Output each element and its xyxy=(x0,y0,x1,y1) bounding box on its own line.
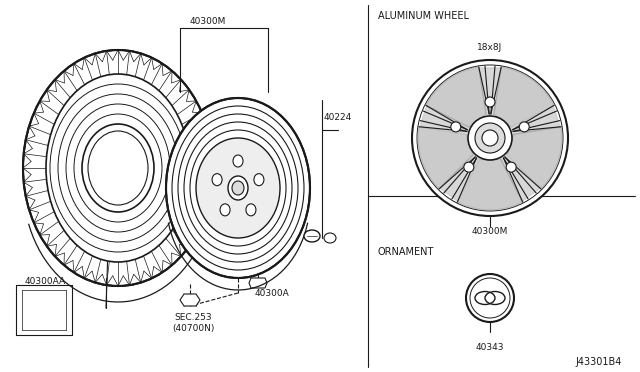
Ellipse shape xyxy=(482,130,498,146)
Polygon shape xyxy=(511,106,560,134)
Polygon shape xyxy=(420,106,468,134)
Text: J43301B4: J43301B4 xyxy=(575,357,622,367)
Text: 40343: 40343 xyxy=(476,343,504,353)
Ellipse shape xyxy=(196,138,280,238)
Ellipse shape xyxy=(220,204,230,216)
Ellipse shape xyxy=(82,124,154,212)
Ellipse shape xyxy=(166,98,310,278)
Polygon shape xyxy=(507,127,562,189)
Ellipse shape xyxy=(485,97,495,107)
Polygon shape xyxy=(426,67,486,127)
Ellipse shape xyxy=(212,174,222,186)
Text: 40224: 40224 xyxy=(324,113,352,122)
Ellipse shape xyxy=(23,50,213,286)
Polygon shape xyxy=(249,278,267,288)
Ellipse shape xyxy=(304,230,320,242)
Ellipse shape xyxy=(475,123,505,153)
Ellipse shape xyxy=(324,233,336,243)
Ellipse shape xyxy=(228,176,248,200)
Text: ALUMINUM WHEEL: ALUMINUM WHEEL xyxy=(378,11,469,21)
Polygon shape xyxy=(479,68,501,114)
Polygon shape xyxy=(440,155,479,201)
Polygon shape xyxy=(493,67,554,127)
Ellipse shape xyxy=(468,116,512,160)
Polygon shape xyxy=(458,159,523,210)
Ellipse shape xyxy=(412,60,568,216)
Ellipse shape xyxy=(246,204,256,216)
Ellipse shape xyxy=(254,174,264,186)
Ellipse shape xyxy=(451,122,461,132)
Text: SEC.253: SEC.253 xyxy=(174,314,212,323)
Polygon shape xyxy=(180,294,200,306)
Polygon shape xyxy=(418,127,473,189)
Text: (40700N): (40700N) xyxy=(172,324,214,333)
Ellipse shape xyxy=(519,122,529,132)
Text: 40312: 40312 xyxy=(93,247,122,257)
Ellipse shape xyxy=(46,74,190,262)
Ellipse shape xyxy=(232,181,244,195)
Text: 40300AA: 40300AA xyxy=(24,278,65,286)
Ellipse shape xyxy=(464,162,474,172)
Ellipse shape xyxy=(233,155,243,167)
Ellipse shape xyxy=(466,274,514,322)
Text: 40300A: 40300A xyxy=(255,289,289,298)
Text: 18x8J: 18x8J xyxy=(477,44,502,52)
Text: 40300M: 40300M xyxy=(190,17,226,26)
Polygon shape xyxy=(501,155,540,201)
Ellipse shape xyxy=(506,162,516,172)
Text: ORNAMENT: ORNAMENT xyxy=(378,247,435,257)
Text: 40300M: 40300M xyxy=(472,228,508,237)
